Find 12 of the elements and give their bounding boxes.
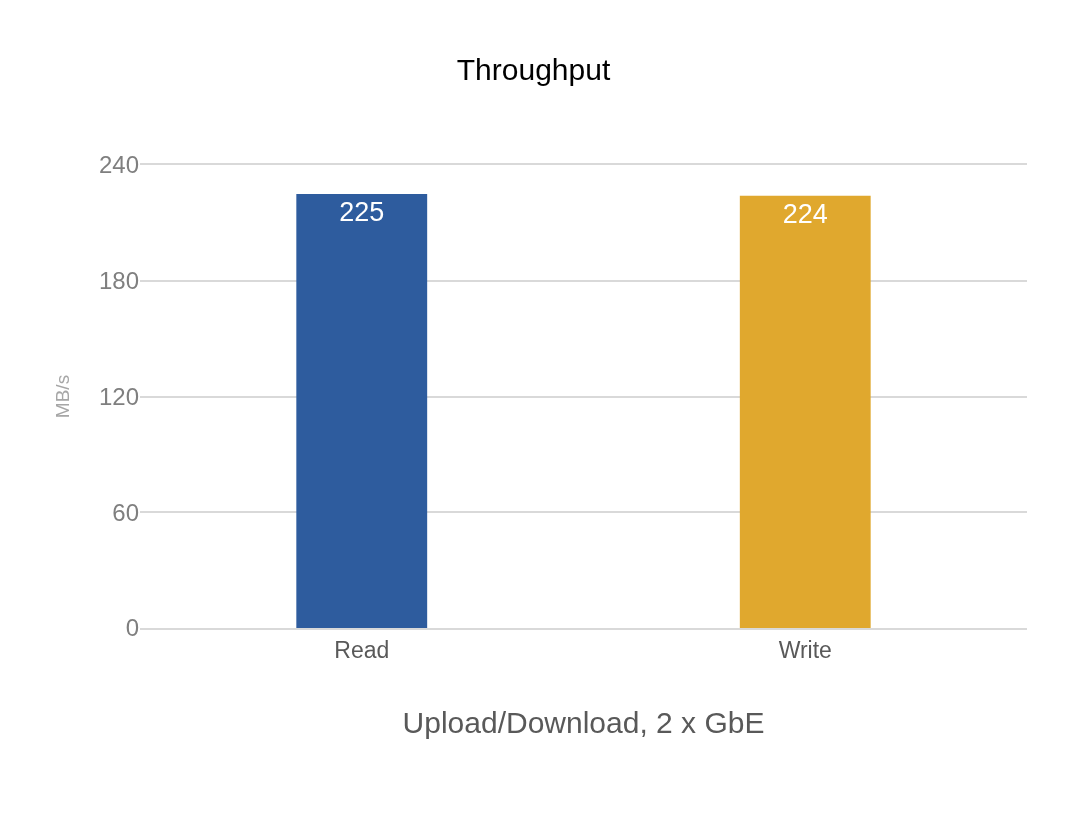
data-label: 224 [782,198,828,229]
y-tick-label: 180 [98,267,139,295]
y-tick-label: 240 [98,151,139,179]
data-label: 225 [339,196,385,227]
y-tick-label: 120 [98,382,139,410]
y-tick-label: 60 [112,498,139,526]
y-tick-label: 0 [125,614,139,642]
chart-title: Throughput [456,53,611,87]
x-tick-label: Write [778,636,832,663]
x-tick-label: Read [334,636,390,663]
x-axis-title: Upload/Download, 2 x GbE [402,705,765,739]
y-axis-title: MB/s [51,374,73,419]
